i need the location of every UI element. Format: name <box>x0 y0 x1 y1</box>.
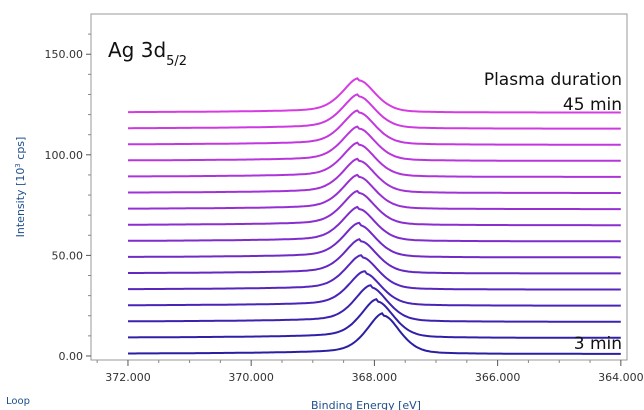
peak-label: Ag 3d5/2 <box>108 38 187 69</box>
spectrum-line-12 <box>128 141 621 178</box>
spectrum-line-16 <box>128 77 621 114</box>
top-duration-label: 45 min <box>563 95 622 115</box>
y-tick-label: 50.00 <box>52 249 84 262</box>
spectrum-line-13 <box>127 125 621 162</box>
series-group <box>127 77 621 355</box>
y-tick-label: 0.00 <box>59 350 84 363</box>
spectrum-line-10 <box>128 173 621 211</box>
spectrum-line-7 <box>128 221 621 259</box>
x-tick-label: 364.000 <box>598 371 644 384</box>
spectrum-line-8 <box>128 205 621 243</box>
spectrum-line-14 <box>128 109 621 146</box>
spectrum-line-4 <box>128 270 621 307</box>
plot-frame <box>90 13 628 361</box>
bottom-duration-label: 3 min <box>574 334 622 354</box>
x-tick-label: 370.000 <box>228 371 274 384</box>
legend-title: Plasma duration <box>484 70 622 90</box>
spectrum-line-2 <box>128 298 621 339</box>
spectrum-line-1 <box>128 312 621 355</box>
x-tick-label: 366.000 <box>475 371 521 384</box>
x-tick-label: 372.000 <box>105 371 151 384</box>
loop-label: Loop <box>6 396 30 407</box>
spectrum-line-5 <box>128 254 621 291</box>
spectrum-line-15 <box>128 93 621 130</box>
y-axis-title: Intensity [103 cps] <box>14 137 27 238</box>
x-tick-label: 368.000 <box>352 371 398 384</box>
y-tick-label: 100.00 <box>45 149 84 162</box>
x-axis-title: Binding Energy [eV] <box>311 399 421 410</box>
spectrum-line-11 <box>128 157 621 194</box>
spectrum-line-6 <box>128 238 621 275</box>
spectrum-line-3 <box>128 284 621 323</box>
spectrum-line-9 <box>128 189 621 227</box>
y-tick-label: 150.00 <box>45 48 84 61</box>
axes-group: 0.00 50.00 100.00 150.00 372.000 370.000 368.0… <box>45 33 644 384</box>
